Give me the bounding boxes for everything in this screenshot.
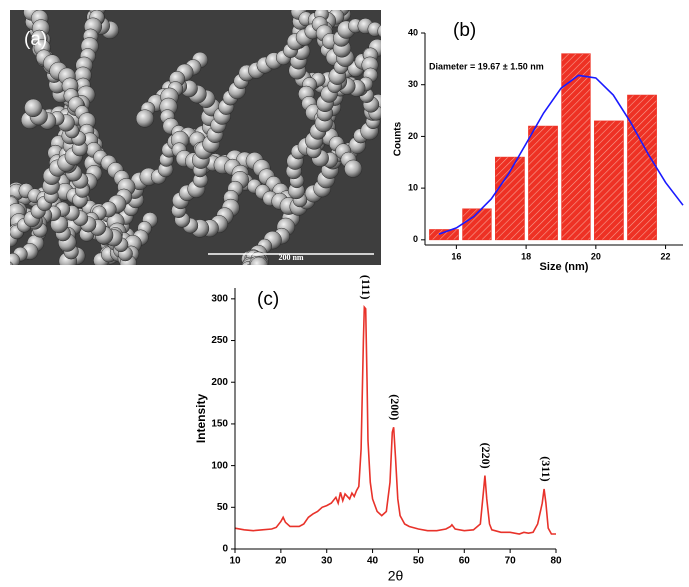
particle bbox=[0, 290, 12, 305]
bar bbox=[627, 94, 657, 241]
bar bbox=[528, 125, 558, 241]
particle bbox=[0, 307, 11, 325]
bar bbox=[594, 120, 624, 241]
particle bbox=[377, 24, 381, 38]
y-tick-label: 0 bbox=[222, 544, 228, 555]
x-tick-label: 30 bbox=[321, 556, 333, 567]
scale-bar-label: 200 nm bbox=[278, 253, 303, 262]
particle bbox=[344, 159, 363, 178]
x-tick-label: 80 bbox=[550, 556, 562, 567]
particle bbox=[254, 263, 264, 265]
particle bbox=[24, 98, 43, 118]
x-tick-label: 40 bbox=[367, 556, 379, 567]
y-tick-label: 300 bbox=[211, 293, 228, 304]
peak-label: (220) bbox=[479, 443, 493, 469]
fit-curve bbox=[438, 74, 684, 235]
particle bbox=[0, 298, 9, 315]
y-tick-label: 40 bbox=[408, 27, 418, 37]
particle bbox=[10, 253, 21, 265]
y-tick-label: 20 bbox=[408, 131, 418, 141]
y-tick-label: 10 bbox=[408, 182, 418, 192]
y-tick-label: 200 bbox=[211, 377, 228, 388]
particle bbox=[135, 109, 155, 128]
y-tick-label: 50 bbox=[217, 502, 229, 513]
peak-label: (311) bbox=[539, 456, 553, 481]
x-tick-label: 10 bbox=[229, 556, 241, 567]
x-tick-label: 60 bbox=[459, 556, 471, 567]
x-tick-label: 16 bbox=[451, 251, 461, 261]
x-tick-label: 18 bbox=[521, 251, 531, 261]
x-tick-label: 22 bbox=[661, 251, 671, 261]
line bbox=[234, 305, 556, 535]
y-tick-label: 30 bbox=[408, 79, 418, 89]
y-tick-label: 150 bbox=[211, 419, 228, 430]
panel-label: (a) bbox=[24, 29, 47, 50]
y-tick-label: 250 bbox=[211, 335, 228, 346]
x-tick-label: 20 bbox=[275, 556, 287, 567]
y-tick-label: 0 bbox=[413, 234, 418, 244]
particle bbox=[246, 263, 255, 265]
x-tick-label: 50 bbox=[413, 556, 425, 567]
bar bbox=[561, 53, 591, 241]
particle bbox=[0, 271, 12, 285]
particle bbox=[249, 256, 268, 265]
x-tick-label: 70 bbox=[505, 556, 517, 567]
panel-label: (b) bbox=[453, 20, 476, 41]
panel-label: (c) bbox=[257, 289, 279, 310]
peak-label: (111) bbox=[359, 275, 373, 300]
x-axis-label: 2θ bbox=[388, 568, 404, 584]
annotation: Diameter = 19.67 ± 1.50 nm bbox=[429, 61, 544, 71]
sem-image: 200 nm (a) bbox=[0, 10, 381, 334]
y-axis-label: Intensity bbox=[194, 394, 208, 444]
bar bbox=[429, 229, 459, 241]
y-axis-label: Counts bbox=[393, 121, 404, 156]
particle bbox=[0, 317, 10, 334]
particle bbox=[10, 261, 14, 265]
x-tick-label: 20 bbox=[591, 251, 601, 261]
particle bbox=[0, 280, 16, 296]
peak-label: (200) bbox=[388, 394, 402, 420]
y-tick-label: 100 bbox=[211, 460, 228, 471]
x-axis-label: Size (nm) bbox=[540, 261, 589, 273]
bar bbox=[495, 156, 525, 241]
